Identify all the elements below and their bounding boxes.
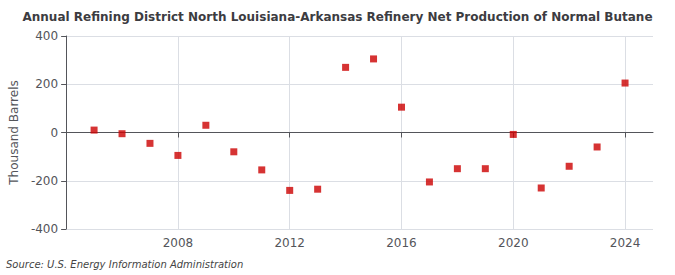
- svg-text:2024: 2024: [610, 236, 641, 250]
- svg-text:2012: 2012: [274, 236, 305, 250]
- svg-text:2008: 2008: [163, 236, 194, 250]
- svg-text:Source: U.S. Energy Informatio: Source: U.S. Energy Information Administ…: [6, 259, 243, 270]
- svg-text:2016: 2016: [386, 236, 417, 250]
- svg-text:400: 400: [35, 29, 58, 43]
- svg-text:Thousand Barrels: Thousand Barrels: [7, 80, 21, 185]
- svg-text:-200: -200: [31, 174, 58, 188]
- svg-text:200: 200: [35, 77, 58, 91]
- svg-text:-400: -400: [31, 222, 58, 236]
- svg-text:0: 0: [50, 126, 58, 140]
- svg-text:Annual Refining District North: Annual Refining District North Louisiana…: [22, 10, 652, 24]
- svg-text:2020: 2020: [498, 236, 529, 250]
